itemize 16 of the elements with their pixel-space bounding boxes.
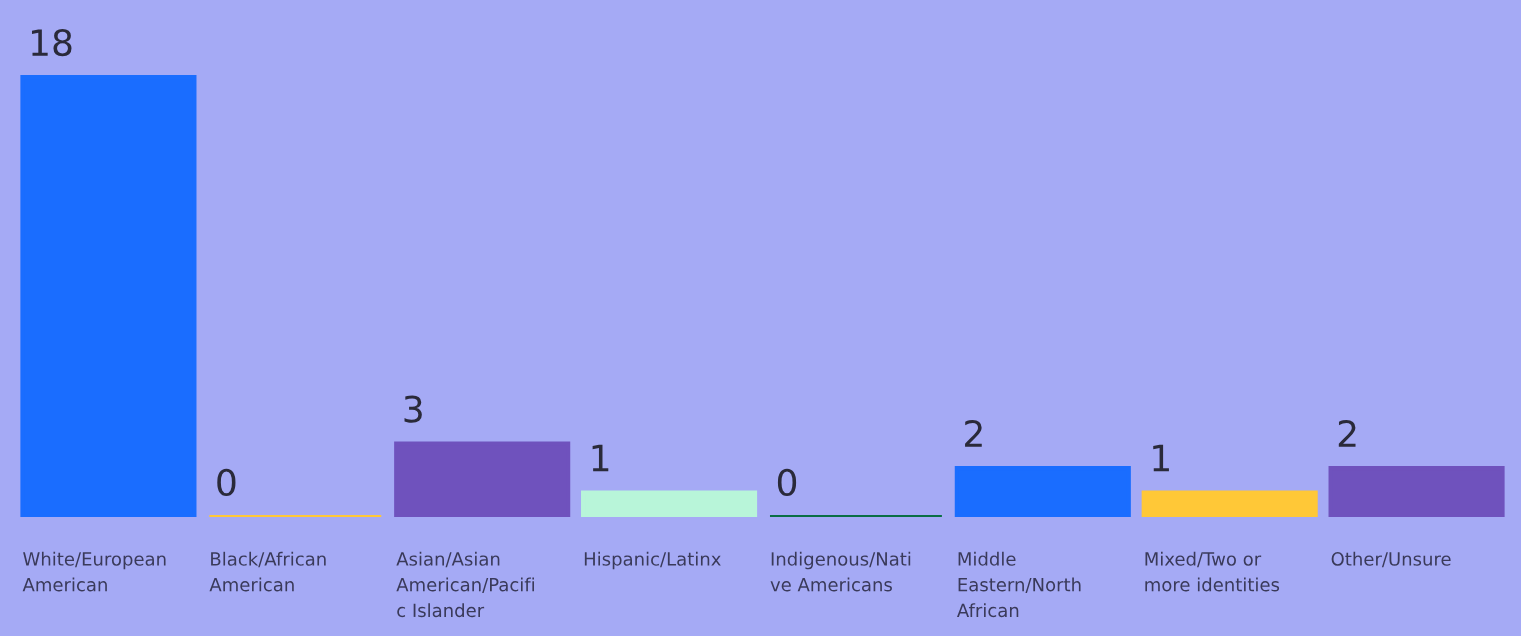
data-label: 18 [32, 28, 72, 57]
x-tick-label: Asian/Asian American/Pacifi c Islander [396, 551, 534, 618]
data-label: 2 [1338, 419, 1356, 447]
x-tick-label: Hispanic/Latinx [584, 551, 721, 570]
x-tick-label: Other/Unsure [1331, 551, 1451, 568]
x-tick-label: Indigenous/Nati ve Americans [770, 551, 911, 592]
data-label: 1 [592, 444, 609, 472]
x-tick-label: Black/African American [209, 551, 326, 592]
data-label: 0 [777, 468, 797, 497]
data-label: 2 [965, 419, 982, 447]
data-label: 3 [404, 395, 422, 423]
data-label: 1 [1153, 444, 1169, 472]
x-tick-label: Middle Eastern/North African [956, 551, 1081, 618]
x-tick-label: White/European American [22, 551, 166, 592]
x-tick-label: Mixed/Two or more identities [1145, 551, 1280, 592]
data-label: 0 [217, 468, 236, 497]
